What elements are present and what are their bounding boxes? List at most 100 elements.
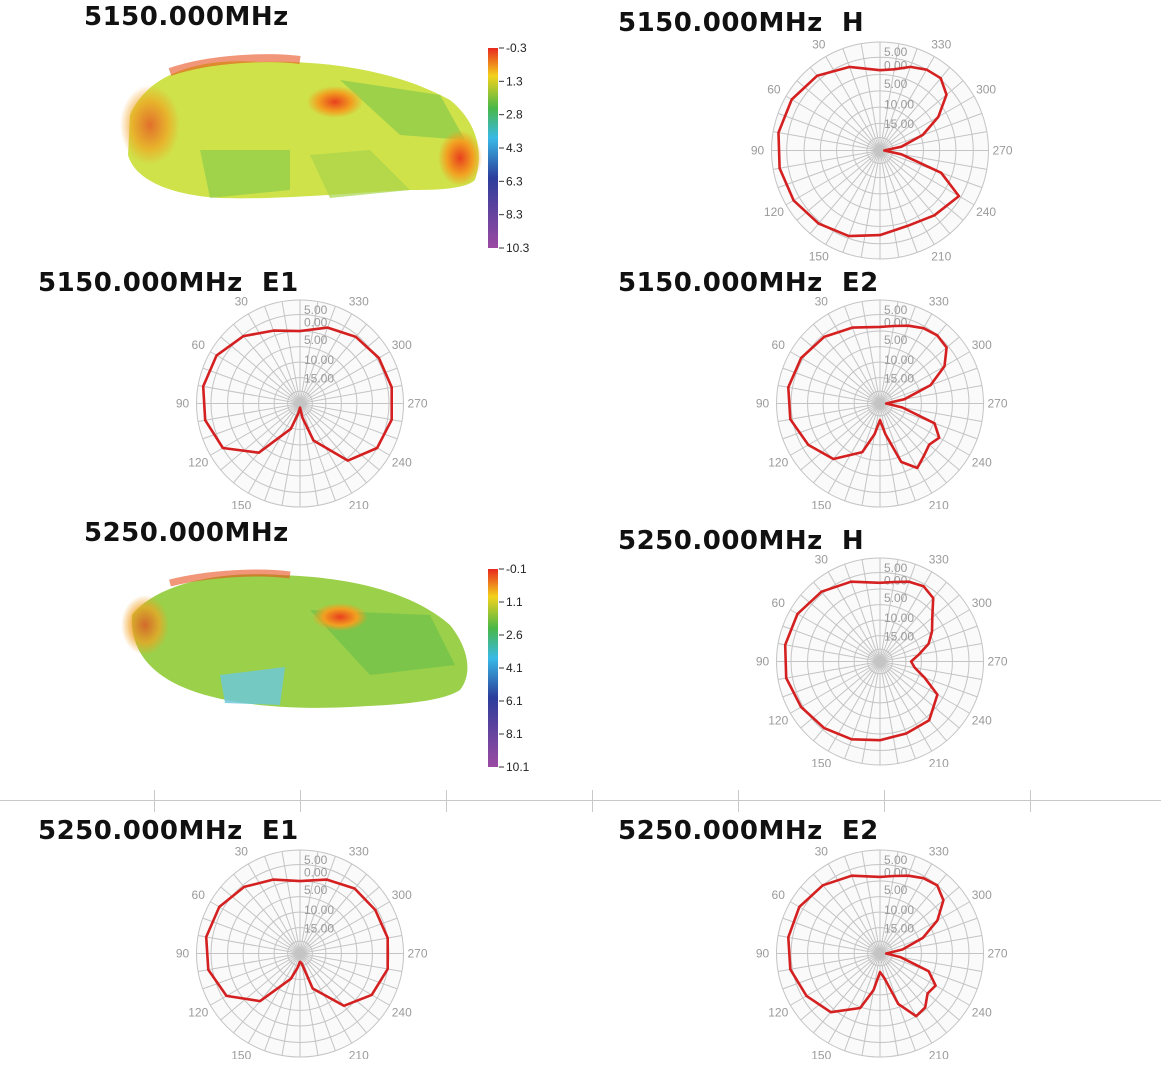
- chart-title-5250-e1: 5250.000MHz E1: [38, 816, 299, 846]
- polar-grid-spoke: [197, 385, 301, 404]
- polar-angle-label: 330: [929, 553, 949, 567]
- polar-grid-spoke: [879, 112, 983, 151]
- polar-ring-label: 15.00: [884, 629, 914, 643]
- colorbar-tick-label: 8.1: [506, 727, 523, 741]
- polar-grid-spoke: [202, 917, 301, 954]
- surface-plot-5250: -0.1 1.1 2.6 4.1 6.1 8.1 10.1: [121, 562, 530, 774]
- polar-grid-spoke: [861, 953, 881, 1056]
- polar-grid-spoke: [210, 403, 301, 456]
- polar-angle-label: 90: [756, 655, 770, 669]
- polar-angle-label: 330: [931, 37, 951, 51]
- polar-grid-spoke: [879, 873, 947, 954]
- polar-grid-spoke: [879, 403, 916, 501]
- polar-grid-spoke: [299, 863, 353, 954]
- polar-grid-spoke: [800, 886, 881, 954]
- polar-angle-label: 210: [349, 1048, 369, 1059]
- polar-pattern-trace: [204, 878, 389, 1008]
- polar-ring-label: 15.00: [884, 117, 914, 131]
- polar-grid-spoke: [247, 403, 301, 494]
- polar-grid-spoke: [197, 953, 301, 972]
- polar-grid-spoke: [299, 886, 380, 954]
- polar-grid-spoke: [809, 150, 881, 234]
- polar-grid-spoke: [202, 403, 301, 440]
- polar-grid-spoke: [299, 953, 367, 1034]
- polar-grid-spoke: [233, 953, 301, 1034]
- polar-grid-spoke: [299, 856, 336, 954]
- polar-grid-spoke: [281, 403, 301, 506]
- polar-angle-label: 270: [407, 947, 427, 961]
- polar-grid-spoke: [299, 403, 398, 440]
- polar-grid-spoke: [879, 917, 978, 954]
- polar-angle-label: 150: [231, 498, 251, 509]
- polar-grid-spoke: [220, 403, 301, 471]
- polar-grid-spoke: [879, 661, 947, 742]
- polar-ring-label: 0.00: [304, 316, 328, 330]
- polar-grid-spoke: [299, 301, 319, 404]
- polar-grid-spoke: [813, 403, 881, 484]
- polar-pattern-trace: [787, 324, 948, 470]
- polar-angle-label: 300: [972, 338, 992, 352]
- polar-grid-spoke: [860, 150, 881, 258]
- polar-grid-spoke: [264, 306, 301, 404]
- polar-grid-spoke: [879, 661, 960, 729]
- polar-grid-spoke: [773, 131, 881, 151]
- polar-grid-spoke: [790, 901, 881, 954]
- polar-grid-spoke: [879, 581, 947, 662]
- polar-angle-label: 60: [772, 888, 786, 902]
- polar-grid-spoke: [813, 873, 881, 954]
- polar-grid-spoke: [800, 336, 881, 404]
- polar-grid-spoke: [790, 953, 881, 1006]
- polar-grid-spoke: [879, 95, 975, 151]
- polar-grid-spoke: [879, 403, 933, 494]
- polar-grid-spoke: [790, 403, 881, 456]
- polar-grid-spoke: [299, 313, 353, 404]
- polar-ring-label: 15.00: [884, 371, 914, 385]
- polar-grid-spoke: [813, 953, 881, 1034]
- polar-angle-label: 150: [231, 1048, 251, 1059]
- polar-grid-spoke: [879, 661, 983, 680]
- polar-angle-label: 30: [235, 295, 249, 309]
- polar-grid-spoke: [281, 851, 301, 954]
- polar-ring-label: 5.00: [304, 333, 328, 347]
- polar-angle-label: 330: [929, 845, 949, 859]
- polar-grid-spoke: [879, 953, 899, 1056]
- polar-angle-label: 30: [235, 845, 249, 859]
- polar-grid-spoke: [879, 953, 933, 1044]
- polar-grid-spoke: [796, 80, 881, 151]
- polar-grid-spoke: [861, 851, 881, 954]
- polar-grid-spoke: [299, 953, 380, 1021]
- polar-ring-label: 5.00: [884, 303, 908, 317]
- polar-ring-label: 5.00: [884, 883, 908, 897]
- colorbar-tick-label: 10.3: [506, 241, 530, 255]
- polar-angle-label: 150: [811, 498, 831, 509]
- polar-grid-spoke: [773, 150, 881, 170]
- polar-angle-label: 210: [929, 498, 949, 509]
- polar-ring-label: 5.00: [884, 853, 908, 867]
- polar-angle-label: 60: [772, 596, 786, 610]
- polar-angle-label: 30: [815, 553, 829, 567]
- chart-title-5250-surface: 5250.000MHz: [84, 518, 289, 548]
- polar-grid-spoke: [844, 564, 881, 662]
- chart-title-5250-h: 5250.000MHz H: [618, 526, 865, 556]
- polar-angle-label: 60: [192, 888, 206, 902]
- polar-grid-spoke: [299, 873, 367, 954]
- polar-grid-spoke: [879, 403, 970, 456]
- polar-grid-spoke: [782, 661, 881, 698]
- polar-ring-label: 5.00: [884, 77, 908, 91]
- polar-ring-label: 10.00: [884, 353, 914, 367]
- polar-grid-spoke: [844, 953, 881, 1051]
- polar-angle-label: 120: [188, 455, 208, 469]
- polar-ring-label: 15.00: [884, 921, 914, 935]
- polar-grid-spoke: [210, 953, 301, 1006]
- polar-grid-spoke: [782, 367, 881, 404]
- polar-pattern-trace: [783, 580, 939, 742]
- polar-chart-5250-e1: 3033060300902701202401502101805.000.005.…: [176, 845, 428, 1059]
- polar-grid-spoke: [800, 661, 881, 729]
- polar-chart-5250-e2: 3033060300902701202401502101805.000.005.…: [756, 845, 1008, 1059]
- polar-grid-spoke: [247, 863, 301, 954]
- polar-grid-spoke: [777, 403, 881, 422]
- polar-grid-spoke: [860, 43, 881, 151]
- polar-grid-spoke: [281, 301, 301, 404]
- polar-ring-label: 5.00: [304, 853, 328, 867]
- polar-ring-label: 10.00: [884, 611, 914, 625]
